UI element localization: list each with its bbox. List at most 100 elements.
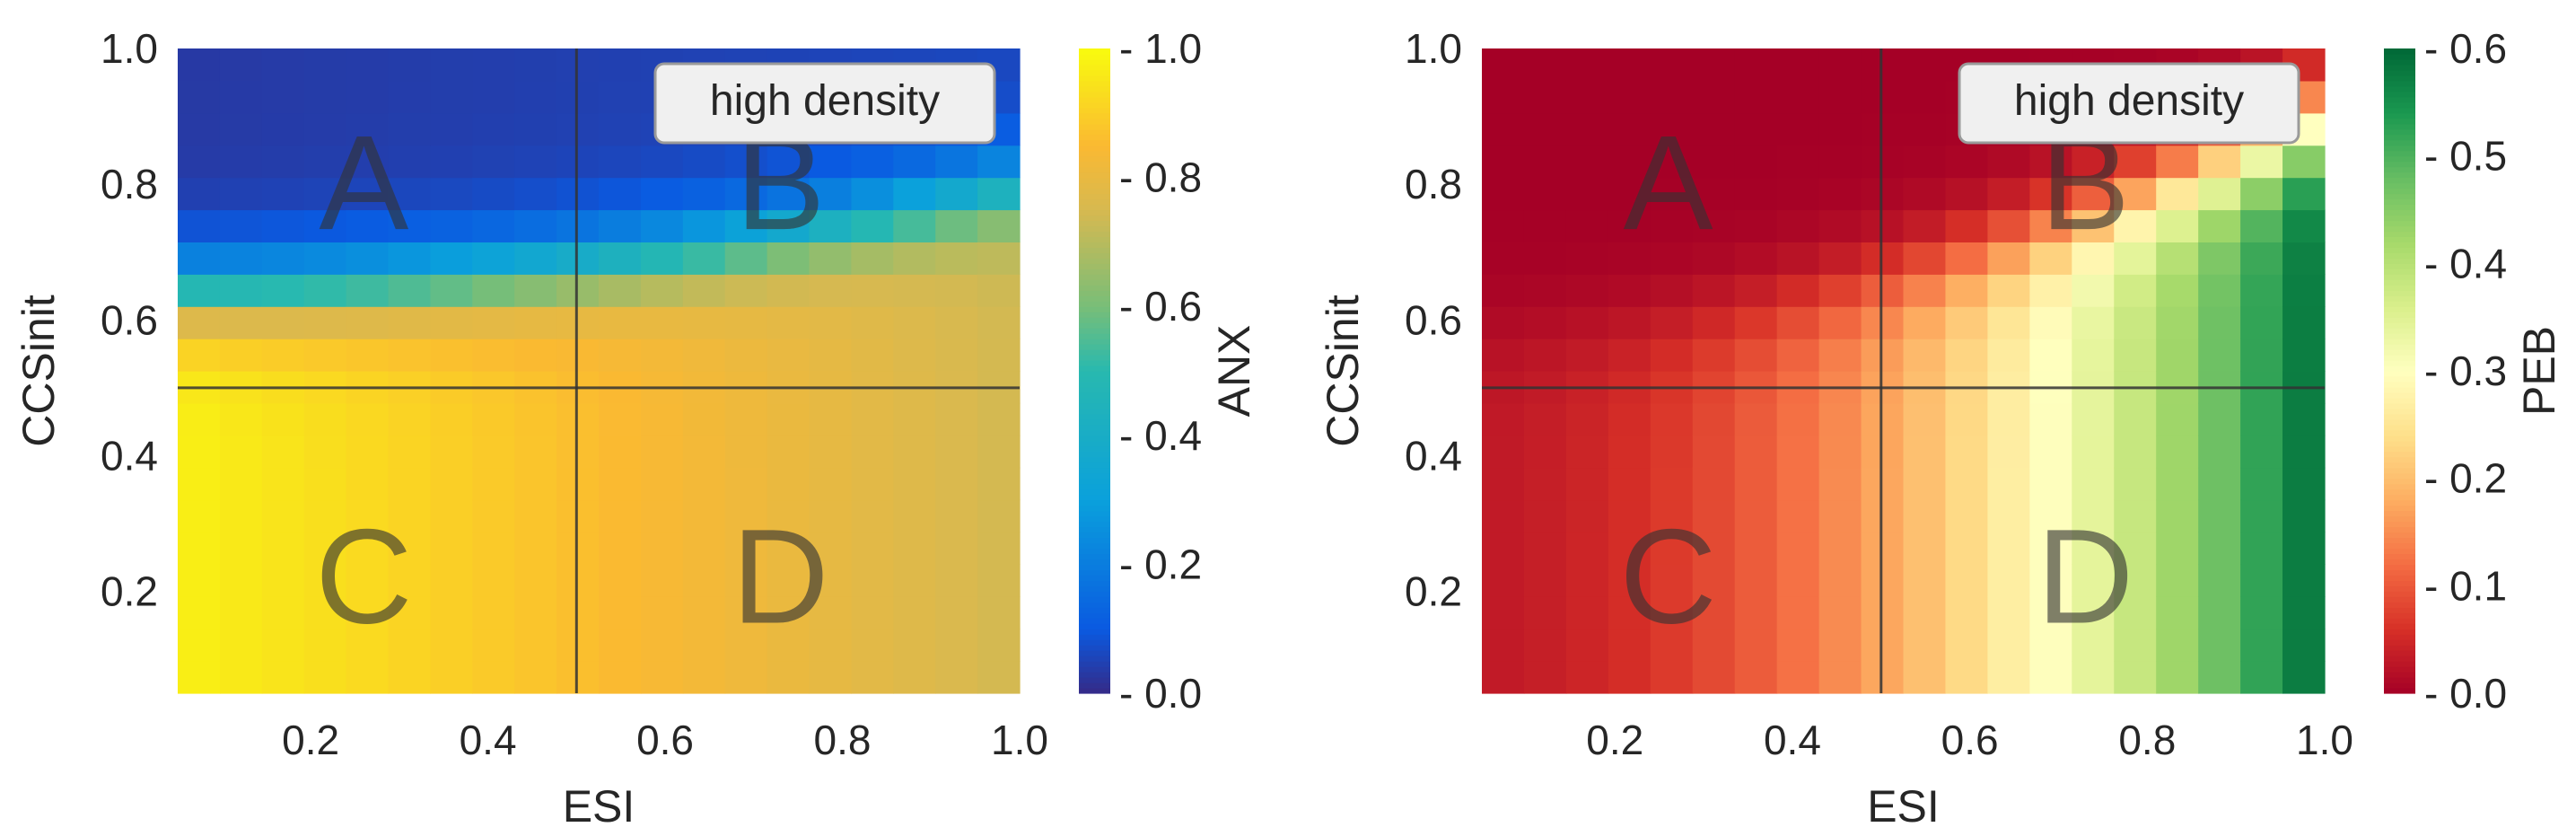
heatmap-cell [809,532,852,565]
colorbar-segment [1079,80,1110,87]
heatmap-cell [2156,467,2199,501]
heatmap-cell [2114,339,2157,372]
heatmap-cell [1903,629,1947,662]
heatmap-cell [767,145,810,179]
heatmap-cell [977,177,1021,211]
heatmap-cell [767,177,810,211]
heatmap-cell [514,629,557,662]
colorbar-label: PEB [2514,326,2564,416]
heatmap-cell [261,596,305,629]
heatmap-cell [1987,532,2030,565]
colorbar-segment [1079,360,1110,366]
colorbar-segment [2384,456,2415,463]
x-tick-label: 0.2 [1586,717,1643,763]
heatmap-cell [1692,532,1736,565]
colorbar-segment [1079,209,1110,216]
heatmap-cell [1650,629,1694,662]
colorbar-segment [2384,515,2415,523]
heatmap-cell [2198,596,2241,629]
heatmap-cell [1482,435,1525,469]
heatmap-cell [724,564,768,597]
colorbar-segment [2384,445,2415,453]
heatmap-cell [682,661,726,694]
heatmap-cell [514,596,557,629]
heatmap-cell [472,402,515,436]
colorbar-segment [2384,575,2415,581]
heatmap-cell [1608,209,1652,242]
colorbar-segment [1079,177,1110,184]
colorbar-segment [2384,306,2415,312]
colorbar-segment [1079,118,1110,125]
heatmap-cell [1650,339,1694,372]
heatmap-cell [1945,242,1988,275]
heatmap-cell [2156,596,2199,629]
colorbar-segment [2384,488,2415,496]
x-tick-label: 0.4 [460,717,517,763]
colorbar-segment [2384,537,2415,544]
heatmap-cell [1523,177,1567,211]
heatmap-cell [556,467,600,501]
heatmap-cell [2282,467,2326,501]
heatmap-cell [640,209,684,242]
heatmap-cell [2282,564,2326,597]
heatmap-cell [472,532,515,565]
heatmap-cell [303,209,347,242]
colorbar-segment [1079,580,1110,586]
colorbar-segment [1079,150,1110,157]
heatmap-cell [1482,499,1525,533]
heatmap-cell [514,209,557,242]
colorbar-segment [2384,440,2415,447]
colorbar-segment [1079,128,1110,136]
heatmap-cell [809,145,852,179]
heatmap-cell [1482,402,1525,436]
heatmap-cell [261,661,305,694]
heatmap-cell [809,661,852,694]
colorbar-segment [1079,85,1110,92]
heatmap-cell [1861,467,1905,501]
colorbar-segment [2384,58,2415,66]
colorbar-segment [2384,204,2415,211]
heatmap-cell [2072,564,2115,597]
heatmap-cell [977,435,1021,469]
heatmap-cell [346,112,390,146]
heatmap-cell [767,629,810,662]
heatmap-cell [2072,274,2115,307]
heatmap-cell [2198,564,2241,597]
heatmap-cell [809,402,852,436]
heatmap-cell [219,532,263,565]
heatmap-cell [893,532,936,565]
x-tick-label: 1.0 [991,717,1048,763]
colorbar-segment [2384,413,2415,420]
heatmap-cell [388,145,431,179]
heatmap-cell [430,499,473,533]
heatmap-cell [2072,306,2115,339]
colorbar-segment [2384,688,2415,694]
heatmap-cell [219,467,263,501]
heatmap-cell [556,629,600,662]
x-tick-label: 0.8 [814,717,872,763]
colorbar-segment [2384,295,2415,302]
heatmap-cell [893,467,936,501]
heatmap-cell [851,629,894,662]
heatmap-cell [851,339,894,372]
heatmap-cell [2240,435,2283,469]
heatmap-cell [1987,499,2030,533]
colorbar-segment [2384,618,2415,624]
heatmap-cell [640,242,684,275]
colorbar-segment [1079,355,1110,361]
heatmap-cell [261,177,305,211]
heatmap-cell [1608,274,1652,307]
colorbar-segment [1079,252,1110,259]
heatmap-cell [2240,661,2283,694]
heatmap-cell [388,499,431,533]
heatmap-cell [1861,339,1905,372]
colorbar-segment [1079,672,1110,678]
heatmap-cell [472,80,515,114]
heatmap-cell [1565,499,1609,533]
colorbar-segment [1079,602,1110,608]
heatmap-cell [2029,402,2072,436]
colorbar-segment [2384,650,2415,656]
heatmap-cell [1692,145,1736,179]
colorbar-gradient [1079,48,1110,694]
heatmap-cell [303,499,347,533]
